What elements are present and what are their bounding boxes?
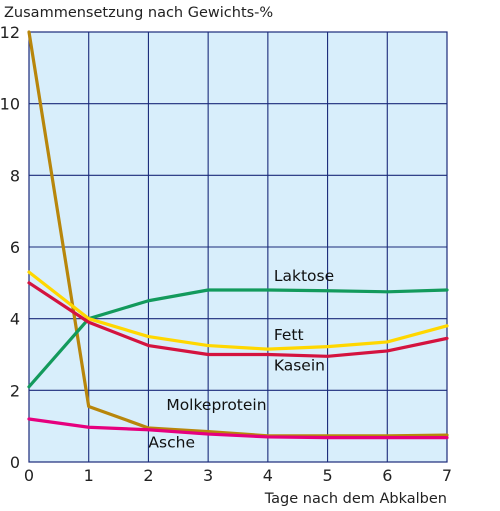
y-tick-label: 12 bbox=[0, 23, 20, 42]
x-tick-label: 4 bbox=[263, 466, 273, 485]
x-axis-label: Tage nach dem Abkalben bbox=[264, 491, 447, 507]
x-tick-label: 7 bbox=[442, 466, 452, 485]
series-label-molkeprotein: Molkeprotein bbox=[166, 396, 266, 414]
series-line-laktose bbox=[27, 288, 449, 389]
series-line-kasein bbox=[27, 281, 449, 358]
series-label-asche: Asche bbox=[148, 434, 195, 452]
series-group bbox=[27, 30, 449, 440]
x-tick-label: 2 bbox=[143, 466, 153, 485]
grid bbox=[29, 32, 447, 462]
series-line-fett bbox=[27, 270, 449, 351]
series-line-asche bbox=[27, 417, 449, 440]
y-tick-label: 0 bbox=[10, 453, 20, 472]
series-labels: Laktose Fett Kasein Molkeprotein Asche bbox=[148, 267, 334, 452]
series-label-laktose: Laktose bbox=[274, 267, 334, 285]
y-tick-label: 6 bbox=[10, 238, 20, 257]
y-tick-label: 2 bbox=[10, 381, 20, 400]
y-tick-label: 8 bbox=[10, 166, 20, 185]
series-label-fett: Fett bbox=[274, 326, 304, 344]
y-tick-label: 4 bbox=[10, 310, 20, 329]
series-label-kasein: Kasein bbox=[274, 357, 325, 375]
y-tick-label: 10 bbox=[0, 95, 20, 114]
series-line-molkeprotein bbox=[27, 30, 449, 438]
y-axis-label: Zusammensetzung nach Gewichts-% bbox=[4, 5, 273, 21]
y-tick-labels: 0 2 4 6 8 10 12 bbox=[0, 23, 20, 472]
x-tick-label: 0 bbox=[24, 466, 34, 485]
x-tick-label: 1 bbox=[84, 466, 94, 485]
x-tick-label: 5 bbox=[322, 466, 332, 485]
x-tick-labels: 0 1 2 3 4 5 6 7 bbox=[24, 466, 452, 485]
x-tick-label: 6 bbox=[382, 466, 392, 485]
x-tick-label: 3 bbox=[203, 466, 213, 485]
plot-area bbox=[27, 30, 449, 463]
